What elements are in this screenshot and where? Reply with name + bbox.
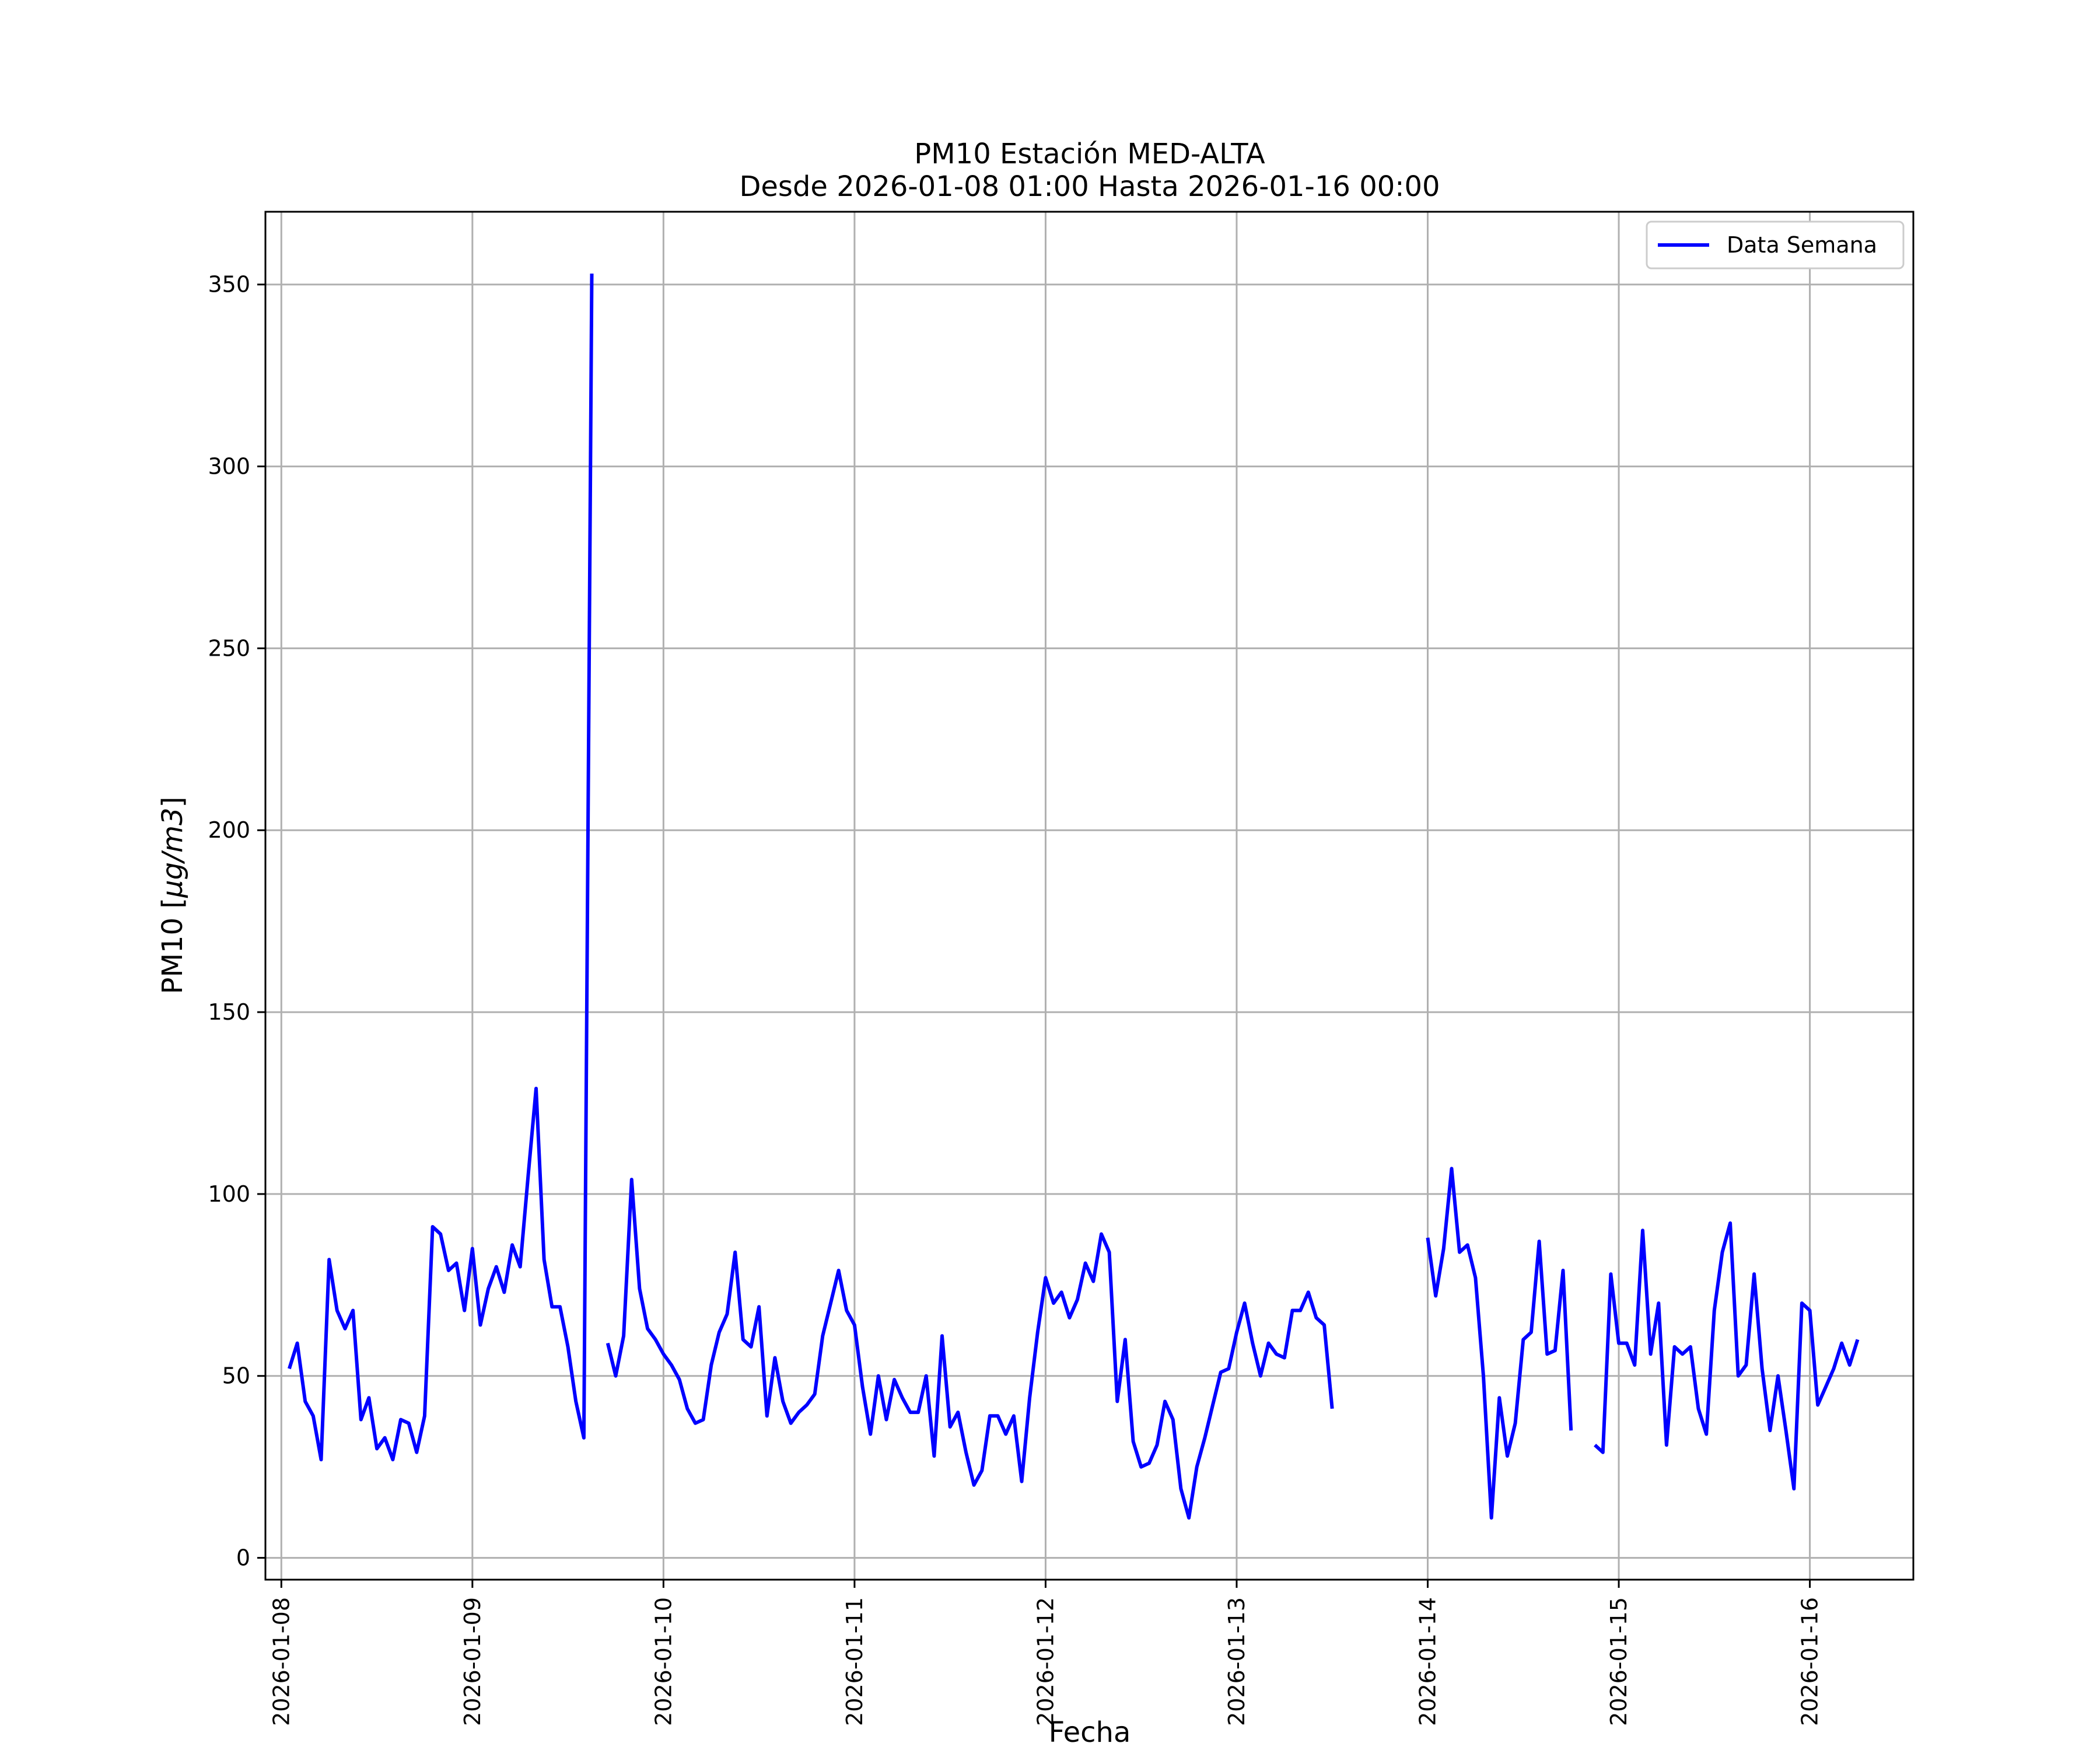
y-axis: 0 50 100 150 200 250 300 350 — [208, 272, 265, 1571]
x-axis-label: Fecha — [1049, 1716, 1131, 1749]
x-tick-label: 2026-01-15 — [1606, 1597, 1632, 1726]
y-tick-label: 100 — [208, 1181, 250, 1207]
series-line-segment — [1426, 1167, 1573, 1520]
x-tick-label: 2026-01-09 — [460, 1597, 485, 1726]
y-axis-label-suffix: ] — [156, 797, 189, 808]
y-tick-label: 250 — [208, 635, 250, 661]
chart-subtitle: Desde 2026-01-08 01:00 Hasta 2026-01-16 … — [739, 170, 1440, 203]
plot-frame — [264, 211, 1915, 1581]
x-tick-label: 2026-01-11 — [842, 1597, 867, 1726]
x-axis: 2026-01-08 2026-01-09 2026-01-10 2026-01-11… — [268, 1580, 1823, 1726]
x-tick-label: 2026-01-10 — [650, 1597, 676, 1726]
x-tick-label: 2026-01-14 — [1415, 1597, 1441, 1726]
series-line-segment — [606, 1178, 1334, 1520]
series-line-segment — [288, 273, 594, 1462]
x-tick-label: 2026-01-13 — [1224, 1597, 1250, 1726]
x-tick-label: 2026-01-08 — [268, 1597, 294, 1726]
legend-label: Data Semana — [1727, 232, 1877, 258]
y-axis-label-unit: μg/m3 — [156, 807, 189, 898]
y-axis-label: PM10 [μg/m3] — [156, 797, 189, 995]
y-tick-label: 0 — [236, 1545, 250, 1571]
legend: Data Semana — [1646, 220, 1905, 270]
legend-box — [1646, 220, 1905, 270]
series-line-segment — [1594, 1221, 1860, 1491]
y-tick-label: 200 — [208, 817, 250, 843]
y-axis-label-prefix: PM10 [ — [156, 898, 189, 994]
chart-title: PM10 Estación MED-ALTA — [914, 138, 1265, 170]
x-tick-label: 2026-01-12 — [1032, 1597, 1058, 1726]
x-tick-label: 2026-01-16 — [1797, 1597, 1823, 1726]
y-tick-label: 50 — [222, 1363, 250, 1389]
y-tick-label: 150 — [208, 999, 250, 1025]
grid — [265, 212, 1913, 1580]
series-lines — [288, 273, 1860, 1520]
y-tick-label: 300 — [208, 454, 250, 480]
y-tick-label: 350 — [208, 272, 250, 298]
